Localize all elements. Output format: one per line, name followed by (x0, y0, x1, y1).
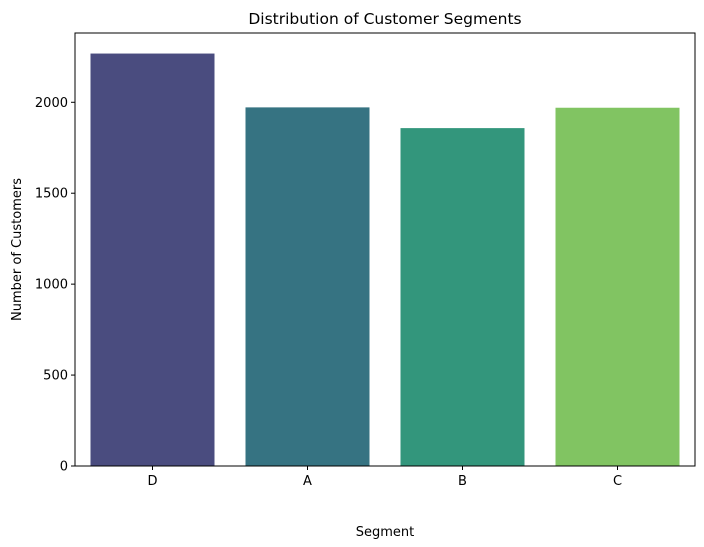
x-axis-title: Segment (356, 525, 415, 540)
bar-d (90, 53, 215, 466)
x-tick-label: C (613, 474, 622, 489)
bar-a (245, 107, 370, 467)
y-axis-title: Number of Customers (10, 178, 25, 321)
x-tick-label: A (303, 474, 312, 489)
chart-title: Distribution of Customer Segments (248, 10, 521, 28)
y-tick-label: 2000 (35, 96, 68, 111)
bar-c (555, 107, 680, 466)
x-tick-label: D (147, 474, 157, 489)
y-tick-label: 0 (60, 460, 68, 475)
y-tick-label: 500 (43, 369, 68, 384)
y-axis: 0 500 1000 1500 2000 (35, 96, 75, 475)
y-tick-label: 1000 (35, 278, 68, 293)
bar-b (400, 128, 525, 466)
x-tick-label: B (458, 474, 467, 489)
y-tick-label: 1500 (35, 187, 68, 202)
bars-group (90, 53, 680, 467)
plot-frame (74, 32, 696, 467)
